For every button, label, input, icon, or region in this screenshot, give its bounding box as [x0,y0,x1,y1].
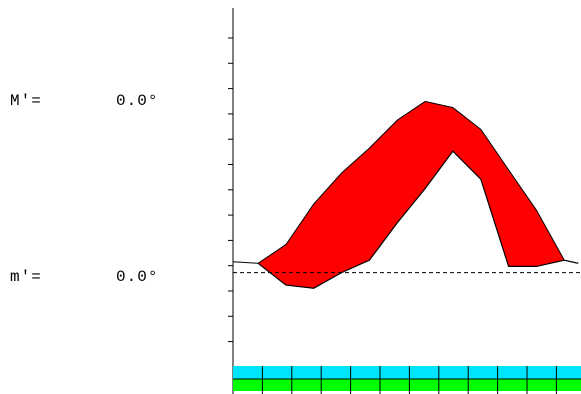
band-fill [258,101,579,289]
lower-envelope-line [257,150,579,289]
min-value: 0.0° [116,268,159,286]
min-readout: m′= 0.0° [10,268,158,286]
max-readout: M′= 0.0° [10,92,158,110]
max-label: M′= [10,92,42,110]
min-label: m′= [10,268,42,286]
max-value: 0.0° [116,92,159,110]
top-strip [233,366,581,379]
upper-envelope-line [257,100,579,264]
bottom-strip [233,379,581,391]
edge-line-left [232,261,259,264]
